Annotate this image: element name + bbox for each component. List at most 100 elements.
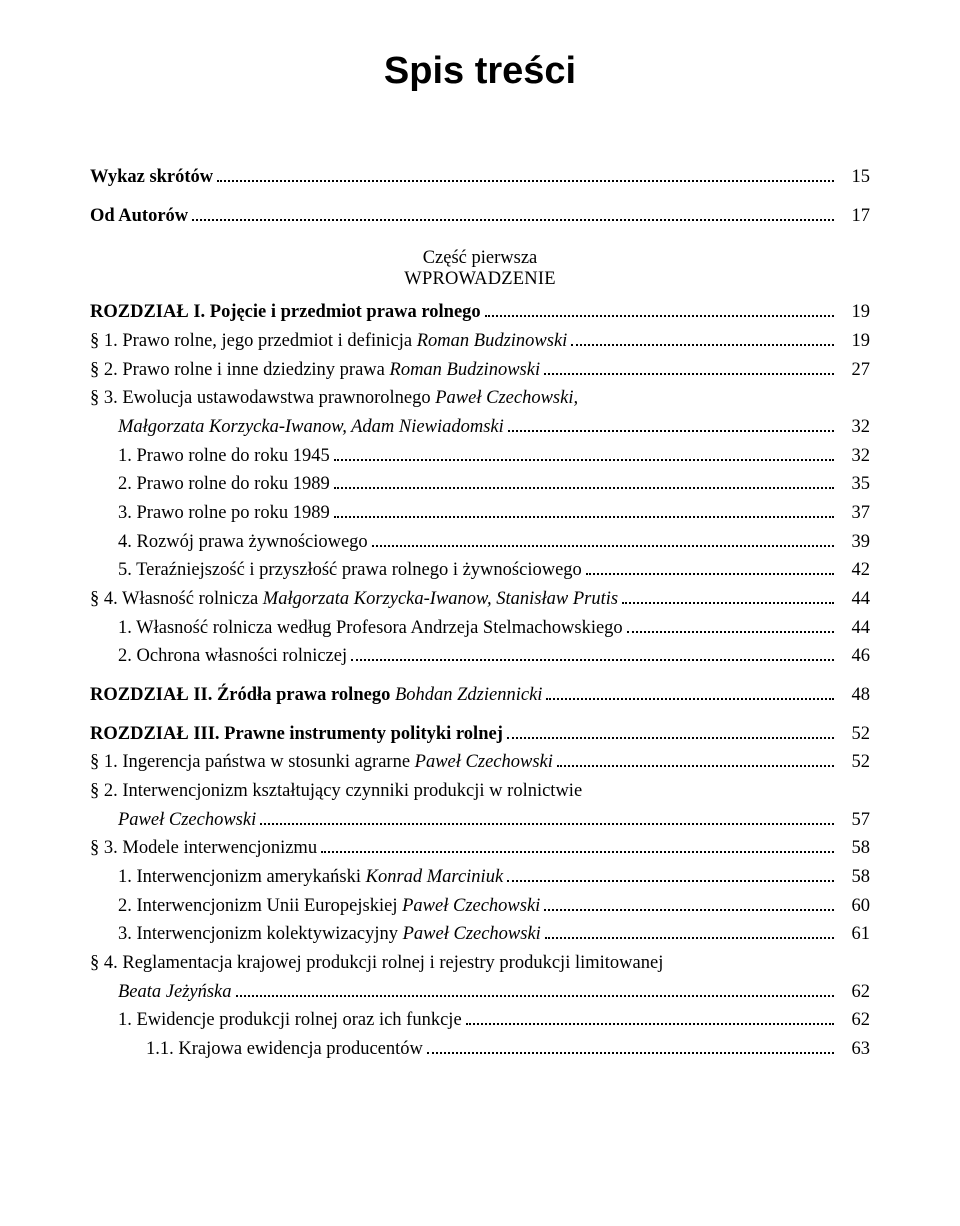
toc-leader-dots bbox=[351, 659, 834, 661]
toc-page-number: 44 bbox=[838, 585, 870, 614]
toc-page-number: 46 bbox=[838, 642, 870, 671]
toc-text-segment: Bohdan Zdziennicki bbox=[395, 685, 542, 705]
toc-page-number: 48 bbox=[838, 681, 870, 710]
toc-text-segment: 1.1. Krajowa ewidencja producentów bbox=[146, 1039, 423, 1059]
toc-label: Wykaz skrótów bbox=[90, 163, 213, 192]
toc-page-number: 58 bbox=[838, 834, 870, 863]
toc-page-number: 57 bbox=[838, 806, 870, 835]
toc-label: 1. Prawo rolne do roku 1945 bbox=[118, 442, 330, 471]
page: Spis treści Wykaz skrótów15Od Autorów17C… bbox=[0, 0, 960, 1226]
toc-leader-dots bbox=[321, 851, 834, 853]
toc-leader-dots bbox=[466, 1023, 834, 1025]
toc-leader-dots bbox=[622, 602, 834, 604]
toc-leader-dots bbox=[507, 737, 834, 739]
toc-label: 1.1. Krajowa ewidencja producentów bbox=[146, 1035, 423, 1064]
toc-text-segment: 2. Prawo rolne do roku 1989 bbox=[118, 474, 330, 494]
part-label: Część pierwsza bbox=[90, 248, 870, 269]
toc-row: Beata Jeżyńska62 bbox=[90, 978, 870, 1007]
toc-leader-dots bbox=[571, 344, 834, 346]
toc-row: 1. Ewidencje produkcji rolnej oraz ich f… bbox=[90, 1006, 870, 1035]
toc-label: ROZDZIAŁ II. Źródła prawa rolnego Bohdan… bbox=[90, 681, 542, 710]
toc-leader-dots bbox=[545, 937, 834, 939]
toc-leader-dots bbox=[557, 765, 834, 767]
toc-row: Od Autorów 17 bbox=[90, 202, 870, 231]
toc-text-segment: Roman Budzinowski bbox=[417, 331, 568, 351]
vertical-gap bbox=[90, 192, 870, 202]
toc-label: 2. Interwencjonizm Unii Europejskiej Paw… bbox=[118, 892, 540, 921]
toc-text-segment: Konrad Marciniuk bbox=[366, 867, 504, 887]
toc-row: 2. Prawo rolne do roku 198935 bbox=[90, 470, 870, 499]
page-title: Spis treści bbox=[90, 50, 870, 93]
toc-page-number: 19 bbox=[838, 327, 870, 356]
toc-page-number: 58 bbox=[838, 863, 870, 892]
toc-row: 4. Rozwój prawa żywnościowego39 bbox=[90, 528, 870, 557]
toc-text-segment: § 2. Prawo rolne i inne dziedziny prawa bbox=[90, 360, 390, 380]
toc-leader-dots bbox=[217, 180, 834, 182]
toc-row: 1.1. Krajowa ewidencja producentów 63 bbox=[90, 1035, 870, 1064]
toc-leader-dots bbox=[372, 545, 834, 547]
toc-text-segment: § 2. Interwencjonizm kształtujący czynni… bbox=[90, 781, 582, 801]
toc-leader-dots bbox=[260, 823, 834, 825]
toc-label: § 3. Ewolucja ustawodawstwa prawnorolneg… bbox=[90, 384, 578, 413]
toc-text-segment: 1. Prawo rolne do roku 1945 bbox=[118, 446, 330, 466]
toc-text-segment: 5. Teraźniejszość i przyszłość prawa rol… bbox=[118, 560, 582, 580]
toc-row: Małgorzata Korzycka-Iwanow, Adam Niewiad… bbox=[90, 413, 870, 442]
toc-text-segment: 2. Ochrona własności rolniczej bbox=[118, 646, 347, 666]
toc-row: 3. Interwencjonizm kolektywizacyjny Pawe… bbox=[90, 920, 870, 949]
toc-text-segment: 2. Interwencjonizm Unii Europejskiej bbox=[118, 896, 402, 916]
toc-label: § 3. Modele interwencjonizmu bbox=[90, 834, 317, 863]
toc-label: 1. Interwencjonizm amerykański Konrad Ma… bbox=[118, 863, 503, 892]
toc-row: 2. Interwencjonizm Unii Europejskiej Paw… bbox=[90, 892, 870, 921]
toc-row: § 3. Modele interwencjonizmu 58 bbox=[90, 834, 870, 863]
toc-label: 5. Teraźniejszość i przyszłość prawa rol… bbox=[118, 556, 582, 585]
toc-text-segment: § 3. Modele interwencjonizmu bbox=[90, 838, 317, 858]
toc-label: 3. Prawo rolne po roku 1989 bbox=[118, 499, 330, 528]
toc-text-segment: Wykaz skrótów bbox=[90, 167, 213, 187]
toc-row: 1. Własność rolnicza według Profesora An… bbox=[90, 614, 870, 643]
toc-leader-dots bbox=[507, 880, 834, 882]
toc-text-segment: § 1. Prawo rolne, jego przedmiot i defin… bbox=[90, 331, 417, 351]
toc-row: 1. Prawo rolne do roku 1945 32 bbox=[90, 442, 870, 471]
toc-text-segment: ROZDZIAŁ I. Pojęcie i przedmiot prawa ro… bbox=[90, 302, 481, 322]
toc-row: § 1. Prawo rolne, jego przedmiot i defin… bbox=[90, 327, 870, 356]
toc-row: § 4. Reglamentacja krajowej produkcji ro… bbox=[90, 949, 870, 978]
toc-page-number: 61 bbox=[838, 920, 870, 949]
toc-row: § 3. Ewolucja ustawodawstwa prawnorolneg… bbox=[90, 384, 870, 413]
toc-label: 2. Ochrona własności rolniczej bbox=[118, 642, 347, 671]
toc-text-segment: § 1. Ingerencja państwa w stosunki agrar… bbox=[90, 752, 415, 772]
toc-label: 3. Interwencjonizm kolektywizacyjny Pawe… bbox=[118, 920, 541, 949]
toc-page-number: 52 bbox=[838, 748, 870, 777]
toc-text-segment: ROZDZIAŁ III. Prawne instrumenty polityk… bbox=[90, 724, 503, 744]
toc-row: § 2. Prawo rolne i inne dziedziny prawa … bbox=[90, 356, 870, 385]
part-title: WPROWADZENIE bbox=[90, 269, 870, 290]
toc-leader-dots bbox=[334, 487, 834, 489]
toc-label: § 2. Interwencjonizm kształtujący czynni… bbox=[90, 777, 582, 806]
toc-page-number: 62 bbox=[838, 1006, 870, 1035]
toc-page-number: 32 bbox=[838, 442, 870, 471]
toc-leader-dots bbox=[427, 1052, 834, 1054]
toc-label: 2. Prawo rolne do roku 1989 bbox=[118, 470, 330, 499]
toc-row: § 1. Ingerencja państwa w stosunki agrar… bbox=[90, 748, 870, 777]
toc-row: ROZDZIAŁ III. Prawne instrumenty polityk… bbox=[90, 720, 870, 749]
toc-label: § 4. Własność rolnicza Małgorzata Korzyc… bbox=[90, 585, 618, 614]
toc-label: Od Autorów bbox=[90, 202, 188, 231]
toc-label: Paweł Czechowski bbox=[118, 806, 256, 835]
toc-row: 2. Ochrona własności rolniczej 46 bbox=[90, 642, 870, 671]
toc-text-segment: Paweł Czechowski, bbox=[435, 388, 578, 408]
toc-page-number: 17 bbox=[838, 202, 870, 231]
toc-page-number: 63 bbox=[838, 1035, 870, 1064]
toc-text-segment: 1. Własność rolnicza według Profesora An… bbox=[118, 618, 623, 638]
toc-label: ROZDZIAŁ III. Prawne instrumenty polityk… bbox=[90, 720, 503, 749]
toc-text-segment: Paweł Czechowski bbox=[118, 810, 256, 830]
toc-page-number: 62 bbox=[838, 978, 870, 1007]
toc-label: § 4. Reglamentacja krajowej produkcji ro… bbox=[90, 949, 663, 978]
toc-page-number: 37 bbox=[838, 499, 870, 528]
toc-page-number: 52 bbox=[838, 720, 870, 749]
toc-leader-dots bbox=[192, 219, 834, 221]
toc-text-segment: 1. Ewidencje produkcji rolnej oraz ich f… bbox=[118, 1010, 462, 1030]
toc-page-number: 32 bbox=[838, 413, 870, 442]
toc-row: § 4. Własność rolnicza Małgorzata Korzyc… bbox=[90, 585, 870, 614]
toc-row: 1. Interwencjonizm amerykański Konrad Ma… bbox=[90, 863, 870, 892]
toc-row: 3. Prawo rolne po roku 1989 37 bbox=[90, 499, 870, 528]
toc-text-segment: 1. Interwencjonizm amerykański bbox=[118, 867, 366, 887]
